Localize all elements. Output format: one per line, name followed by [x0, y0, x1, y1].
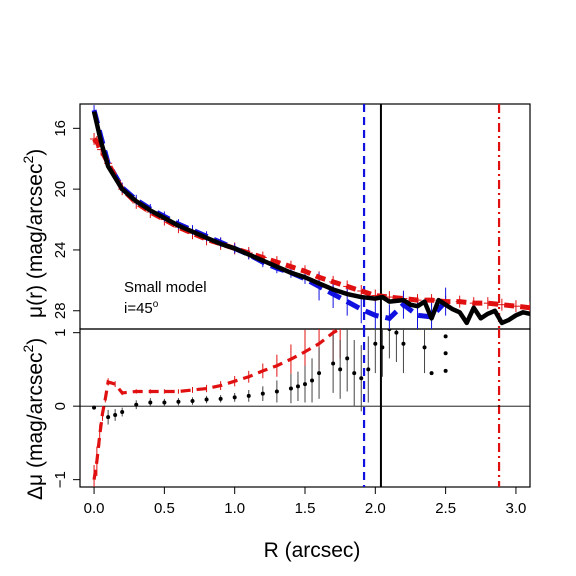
black-residual-point — [295, 384, 300, 389]
top-y-axis-title: μ(r) (mag/arcsec2) — [20, 149, 47, 318]
black-residual-point — [422, 345, 427, 350]
bottom-y-tick-label: −1 — [52, 471, 69, 488]
black-residual-point — [148, 400, 153, 405]
black-residual-point — [176, 399, 181, 404]
annotation-model: Small model — [124, 279, 207, 296]
black-residual-point — [352, 371, 357, 376]
top-y-tick-label: 24 — [52, 242, 69, 259]
black-residual-point — [401, 341, 406, 346]
black-residual-point — [443, 351, 448, 356]
black-residual-point — [366, 367, 371, 372]
black-residual-point — [331, 361, 336, 366]
black-residual-point — [106, 415, 111, 420]
black-residual-point — [387, 329, 392, 331]
black-residual-point — [134, 402, 139, 407]
x-tick-label: 0.0 — [84, 500, 105, 517]
x-tick-label: 1.5 — [295, 500, 316, 517]
black-residual-point — [443, 368, 448, 373]
black-residual-point — [317, 371, 322, 376]
bottom-y-axis-title: Δμ (mag/arcsec2) — [20, 338, 47, 500]
x-tick-label: 2.5 — [435, 500, 456, 517]
black-residual-point — [260, 391, 265, 396]
black-residual-point — [204, 397, 209, 402]
black-residual-point — [218, 396, 223, 401]
bottom-panel-plot — [80, 329, 530, 487]
black-residual-point — [359, 376, 364, 381]
top-y-tick-label: 16 — [52, 120, 69, 137]
black-residual-point — [190, 399, 195, 404]
x-tick-label: 0.5 — [154, 500, 175, 517]
red-residual-line — [92, 329, 341, 480]
black-residual-point — [310, 378, 315, 383]
bottom-x-ticks: 0.0 0.5 1.0 1.5 2.0 2.5 3.0 — [84, 487, 527, 517]
top-panel-plot — [90, 104, 530, 329]
x-axis-title: R (arcsec) — [264, 539, 361, 562]
black-residual-point — [120, 410, 125, 415]
top-y-tick-label: 28 — [52, 302, 69, 319]
black-residual-point — [246, 393, 251, 398]
bottom-y-tick-label: 0 — [52, 402, 69, 410]
black-residual-point — [274, 389, 279, 394]
x-tick-label: 2.0 — [365, 500, 386, 517]
x-tick-label: 1.0 — [224, 500, 245, 517]
bottom-y-ticks: −1 0 1 — [52, 329, 80, 488]
black-residual-point — [162, 400, 167, 405]
bottom-y-tick-label: 1 — [52, 329, 69, 337]
black-residual-point — [303, 382, 307, 387]
black-residual-point — [443, 334, 448, 339]
black-residual-point — [232, 395, 237, 400]
black-profile-line — [91, 111, 530, 326]
black-residual-point — [92, 405, 97, 410]
black-residual-point — [338, 367, 343, 372]
top-y-ticks: 16 20 24 28 — [52, 120, 80, 319]
black-residual-point — [394, 330, 399, 335]
x-tick-label: 3.0 — [506, 500, 527, 517]
annotation-inclination: i=45o — [124, 299, 159, 317]
top-y-tick-label: 20 — [52, 181, 69, 198]
black-residual-point — [288, 386, 293, 391]
black-residual-point — [380, 345, 385, 350]
black-residual-point — [429, 371, 434, 376]
black-residual-point — [373, 341, 378, 346]
black-residual-point — [113, 412, 118, 417]
black-residual-point — [345, 356, 350, 361]
